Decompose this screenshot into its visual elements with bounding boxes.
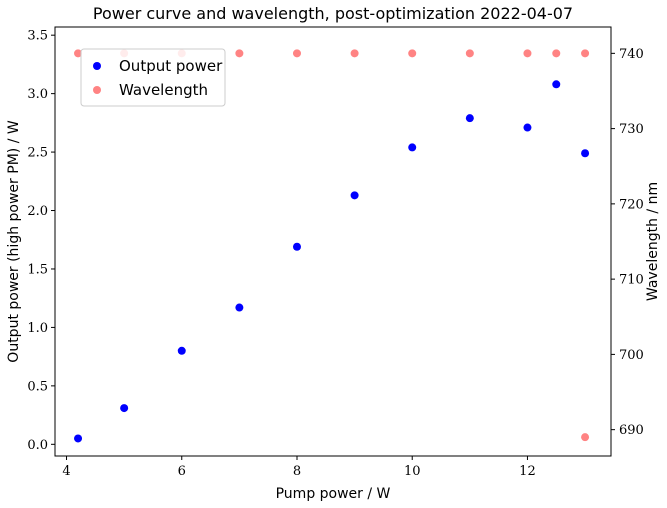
- y2-tick-label: 700: [619, 348, 644, 363]
- point-output-power: [350, 191, 359, 200]
- legend-marker-output-power: [93, 62, 101, 70]
- x-tick-label: 12: [519, 464, 536, 479]
- y-axis-right: 690 700 710 720 730 740: [611, 47, 644, 438]
- point-wavelength: [235, 49, 244, 58]
- point-output-power: [523, 123, 532, 132]
- point-output-power: [581, 149, 590, 158]
- chart-title: Power curve and wavelength, post-optimiz…: [93, 4, 573, 23]
- x-tick-label: 10: [404, 464, 421, 479]
- x-tick-label: 8: [293, 464, 301, 479]
- point-output-power: [292, 242, 301, 251]
- legend-label-output-power: Output power: [119, 57, 223, 75]
- point-wavelength: [350, 49, 359, 58]
- point-output-power: [177, 346, 186, 355]
- x-axis: 4 6 8 10 12: [62, 456, 536, 479]
- point-output-power: [120, 404, 129, 413]
- point-wavelength: [552, 49, 561, 58]
- y2-tick-label: 710: [619, 273, 644, 288]
- y-tick-label: 2.0: [27, 204, 48, 219]
- y2-tick-label: 720: [619, 197, 644, 212]
- x-tick-label: 6: [178, 464, 186, 479]
- point-output-power: [408, 143, 417, 152]
- point-wavelength: [74, 49, 83, 58]
- point-output-power: [552, 80, 561, 89]
- y-tick-label: 3.5: [27, 29, 48, 44]
- point-wavelength: [408, 49, 417, 58]
- y-axis-label-left: Output power (high power PM) / W: [6, 120, 22, 363]
- legend: Output power Wavelength: [80, 48, 226, 107]
- x-tick-label: 4: [62, 464, 70, 479]
- x-axis-label: Pump power / W: [276, 486, 391, 502]
- legend-label-wavelength: Wavelength: [119, 81, 208, 99]
- y-axis-left: 0.0 0.5 1.0 1.5 2.0 2.5 3.0 3.5: [27, 29, 55, 453]
- y2-tick-label: 690: [619, 423, 644, 438]
- y-tick-label: 1.0: [27, 321, 48, 336]
- point-wavelength: [523, 49, 532, 58]
- point-wavelength: [581, 433, 590, 442]
- point-output-power: [74, 434, 83, 443]
- y2-tick-label: 740: [619, 47, 644, 62]
- plot-frame: [54, 26, 612, 457]
- legend-box: [80, 48, 226, 107]
- y2-tick-label: 730: [619, 122, 644, 137]
- y-tick-label: 1.5: [27, 262, 48, 277]
- point-wavelength: [465, 49, 474, 58]
- point-wavelength: [581, 49, 590, 58]
- data-points: [74, 49, 590, 443]
- legend-marker-wavelength: [93, 86, 101, 94]
- y-tick-label: 0.0: [27, 438, 48, 453]
- y-axis-label-right: Wavelength / nm: [645, 182, 661, 301]
- y-tick-label: 3.0: [27, 87, 48, 102]
- point-output-power: [465, 114, 474, 123]
- y-tick-label: 2.5: [27, 146, 48, 161]
- y-tick-label: 0.5: [27, 379, 48, 394]
- point-wavelength: [292, 49, 301, 58]
- point-output-power: [235, 303, 244, 312]
